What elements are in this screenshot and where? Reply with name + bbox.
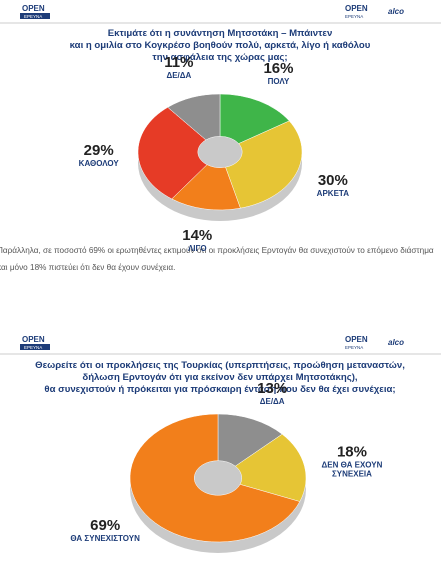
value-label: 18% xyxy=(336,443,367,461)
category-label: ΑΡΚΕΤΑ xyxy=(316,189,349,199)
value-label: 14% xyxy=(182,227,213,245)
category-label: ΚΑΘΟΛΟΥ xyxy=(78,158,119,168)
logo-bar xyxy=(20,13,50,19)
slice xyxy=(217,413,283,467)
logo: alco xyxy=(388,338,404,347)
chart-title: δήλωση Ερντογάν ότι για εκείνον δεν υπάρ… xyxy=(82,372,358,383)
slice-label: 14% ΛΙΓΟ xyxy=(157,227,237,253)
category-label: ΠΟΛΥ xyxy=(267,77,290,87)
slice xyxy=(167,93,221,141)
chart-title: και η ομιλία στο Κογκρέσο βοηθούν πολύ, … xyxy=(70,40,371,51)
chart-title: θα συνεχιστούν ή πρόκειται για πρόσκαιρη… xyxy=(44,384,395,395)
slice-label: 16% ΠΟΛΥ xyxy=(238,60,318,86)
chart-title: Θεωρείτε ότι οι προκλήσεις της Τουρκίας … xyxy=(35,360,405,371)
logo-sub: ΕΡΕΥΝΑ xyxy=(24,14,42,19)
chart-title: την ασφάλεια της χώρας μας; xyxy=(152,52,287,63)
logo-sub: ΕΡΕΥΝΑ xyxy=(24,345,42,350)
header-1: OPEN ΕΡΕΥΝΑ OPEN ΕΡΕΥΝΑ alco xyxy=(0,4,441,24)
category-label: ΔΕ/ΔΑ xyxy=(259,396,285,406)
category-label: ΛΙΓΟ xyxy=(187,244,207,254)
logo: alco xyxy=(388,7,404,16)
slice xyxy=(234,433,307,502)
chart-title: Εκτιμάτε ότι η συνάντηση Μητσοτάκη – Μπά… xyxy=(108,28,333,39)
logo-sub: ΕΡΕΥΝΑ xyxy=(345,14,363,19)
category-label: ΘΑ ΣΥΝΕΧΙΣΤΟΥΝ xyxy=(70,534,140,544)
value-label: 11% xyxy=(164,54,194,72)
slice xyxy=(137,107,208,200)
category-label: ΔΕ/ΔΑ xyxy=(166,71,192,81)
slice xyxy=(171,164,241,211)
slice-label: 29% ΚΑΘΟΛΟΥ xyxy=(59,142,139,168)
value-label: 16% xyxy=(263,60,294,78)
value-label: 69% xyxy=(90,517,121,535)
slice-label: 13% ΔΕ/ΔΑ xyxy=(232,380,312,406)
value-label: 13% xyxy=(257,379,288,397)
slice-label: 69% ΘΑ ΣΥΝΕΧΙΣΤΟΥΝ xyxy=(65,517,145,543)
slice xyxy=(225,120,303,209)
logo: OPEN xyxy=(22,4,45,13)
logo-sub: ΕΡΕΥΝΑ xyxy=(345,345,363,350)
logo-bar xyxy=(20,344,50,350)
slice xyxy=(219,93,290,144)
logo: OPEN xyxy=(22,335,45,344)
category-label: ΔΕΝ ΘΑ ΕΧΟΥΝ ΣΥΝΕΧΕΙΑ xyxy=(321,460,383,479)
paragraph: Παράλληλα, σε ποσοστό 69% οι ερωτηθέντες… xyxy=(0,246,434,272)
header-2: OPEN ΕΡΕΥΝΑ OPEN ΕΡΕΥΝΑ alco xyxy=(0,335,441,355)
slice-label: 18% ΔΕΝ ΘΑ ΕΧΟΥΝ ΣΥΝΕΧΕΙΑ xyxy=(312,443,392,478)
logo: OPEN xyxy=(345,4,368,13)
slice-label: 30% ΑΡΚΕΤΑ xyxy=(293,172,373,198)
value-label: 30% xyxy=(317,172,348,190)
slice-label: 11% ΔΕ/ΔΑ xyxy=(139,54,219,80)
logo: OPEN xyxy=(345,335,368,344)
slice xyxy=(129,413,301,543)
value-label: 29% xyxy=(83,141,114,159)
